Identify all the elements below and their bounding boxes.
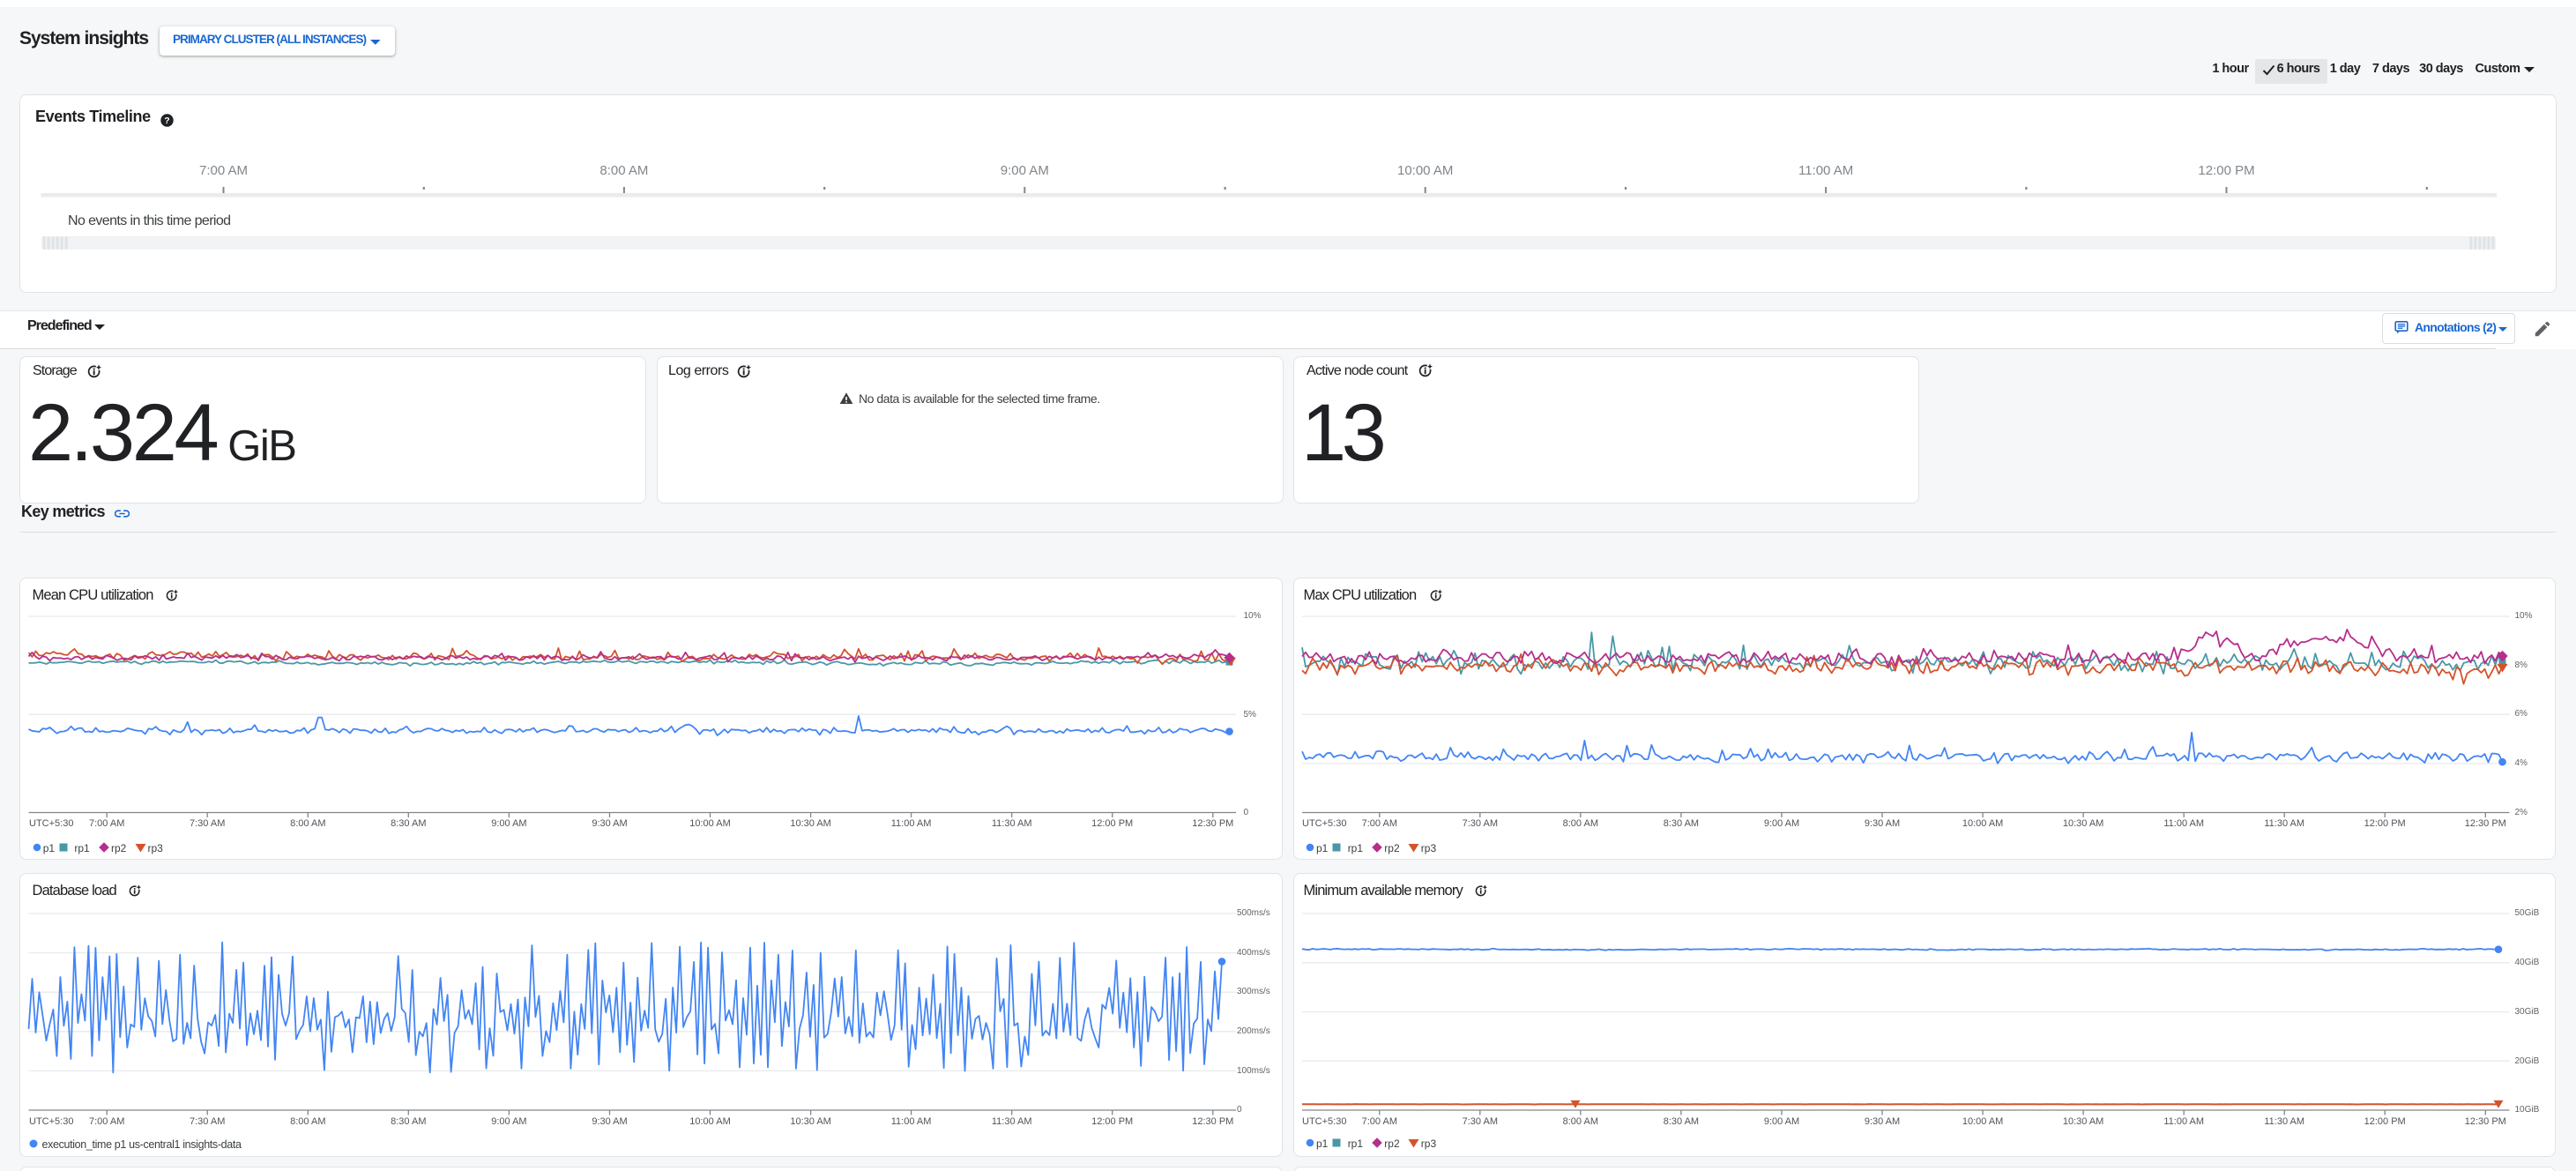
svg-text:?: ? [164, 116, 169, 126]
